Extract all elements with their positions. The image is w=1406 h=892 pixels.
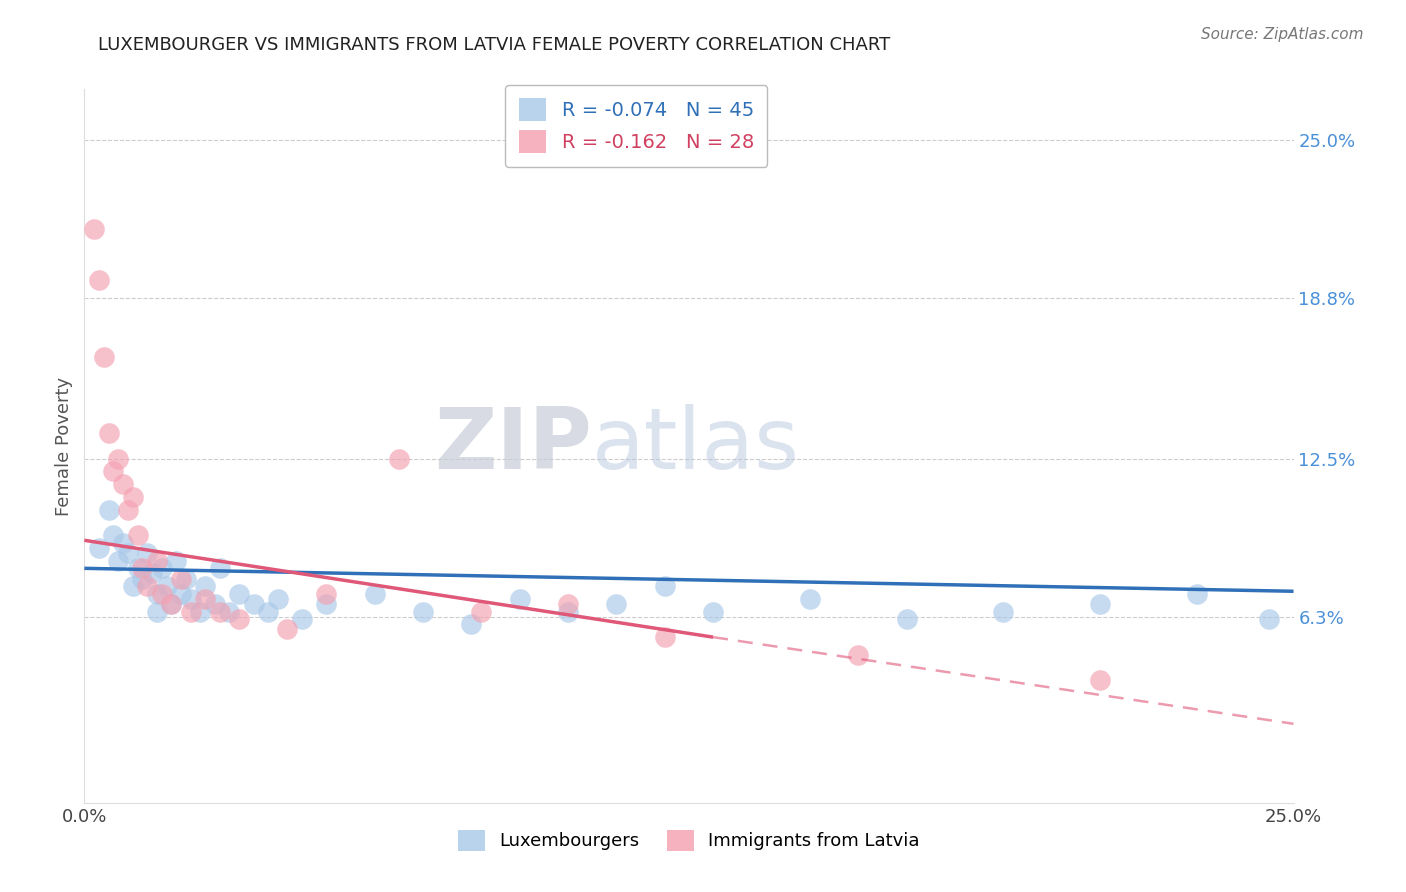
Point (180, 605, 202, 619)
Point (194, 579, 217, 593)
Point (170, 572, 193, 586)
Point (412, 605, 434, 619)
Point (136, 546, 159, 560)
Point (267, 591, 290, 606)
Point (146, 554, 169, 568)
Point (470, 605, 492, 619)
Point (291, 612, 314, 626)
Point (1088, 673, 1111, 688)
Point (127, 528, 149, 542)
Point (97, 502, 120, 516)
Text: ZIP: ZIP (434, 404, 592, 488)
Point (257, 605, 280, 619)
Point (121, 579, 143, 593)
Point (315, 587, 337, 601)
Point (117, 546, 139, 560)
Point (276, 623, 298, 637)
Point (146, 587, 169, 601)
Text: Source: ZipAtlas.com: Source: ZipAtlas.com (1201, 27, 1364, 42)
Point (228, 612, 250, 626)
Point (121, 490, 143, 504)
Point (107, 451, 129, 466)
Point (136, 579, 159, 593)
Point (1088, 597, 1111, 611)
Point (141, 566, 163, 581)
Point (605, 597, 627, 611)
Point (174, 572, 197, 586)
Point (87, 541, 110, 555)
Point (93, 350, 115, 364)
Point (1258, 612, 1281, 626)
Point (83, 222, 105, 236)
Point (509, 591, 531, 606)
Point (557, 605, 579, 619)
Point (155, 579, 177, 593)
Point (117, 502, 139, 516)
Point (654, 630, 676, 644)
Point (1185, 587, 1208, 601)
Point (180, 591, 202, 606)
Y-axis label: Female Poverty: Female Poverty (55, 376, 73, 516)
Point (204, 597, 226, 611)
Point (363, 587, 385, 601)
Point (388, 451, 411, 466)
Point (993, 605, 1015, 619)
Point (315, 597, 337, 611)
Point (557, 597, 579, 611)
Point (799, 591, 821, 606)
Point (103, 465, 125, 479)
Point (702, 605, 724, 619)
Point (87, 273, 110, 287)
Point (131, 561, 153, 575)
Point (170, 587, 193, 601)
Point (228, 587, 250, 601)
Point (846, 648, 869, 662)
Point (165, 554, 187, 568)
Point (218, 605, 240, 619)
Point (112, 536, 135, 550)
Point (146, 605, 169, 619)
Point (208, 605, 231, 619)
Point (242, 597, 264, 611)
Point (208, 561, 231, 575)
Point (97, 426, 120, 441)
Point (460, 617, 482, 632)
Point (103, 528, 125, 542)
Point (131, 572, 153, 586)
Point (150, 587, 173, 601)
Text: atlas: atlas (592, 404, 800, 488)
Point (160, 597, 183, 611)
Point (190, 605, 212, 619)
Point (107, 554, 129, 568)
Point (160, 597, 183, 611)
Point (112, 477, 135, 491)
Point (150, 561, 173, 575)
Point (896, 612, 918, 626)
Point (127, 561, 149, 575)
Text: LUXEMBOURGER VS IMMIGRANTS FROM LATVIA FEMALE POVERTY CORRELATION CHART: LUXEMBOURGER VS IMMIGRANTS FROM LATVIA F… (98, 36, 890, 54)
Point (654, 579, 676, 593)
Point (194, 591, 217, 606)
Legend: Luxembourgers, Immigrants from Latvia: Luxembourgers, Immigrants from Latvia (451, 822, 927, 858)
